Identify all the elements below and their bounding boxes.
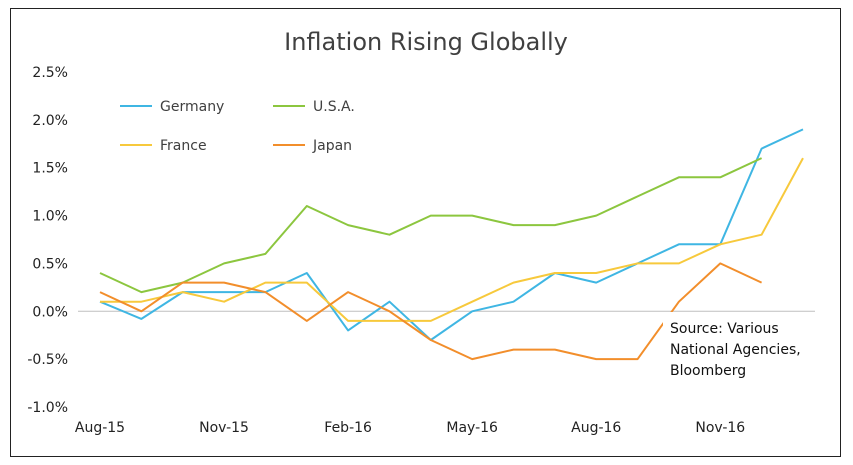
y-tick-label: 0.5% (32, 256, 68, 272)
legend-label: Germany (160, 99, 224, 115)
legend-label: Japan (312, 138, 352, 154)
x-tick-label: Nov-15 (199, 420, 249, 436)
x-tick-label: Aug-16 (571, 420, 621, 436)
annotation-background (663, 312, 813, 384)
x-tick-label: Feb-16 (324, 420, 372, 436)
x-tick-label: Nov-16 (695, 420, 745, 436)
series-line-germany (99, 128, 804, 341)
chart-title: Inflation Rising Globally (284, 28, 568, 56)
series-lines (99, 128, 804, 361)
legend-label: U.S.A. (313, 99, 355, 115)
series-line-france (100, 157, 804, 322)
source-note-line-2: National Agencies, (670, 342, 801, 358)
y-tick-label: 1.0% (32, 209, 68, 225)
legend: Germany U.S.A. France Japan (120, 99, 355, 154)
x-tick-label: Aug-15 (75, 420, 125, 436)
series-line-u-s-a (99, 157, 763, 294)
legend-label: France (160, 138, 207, 154)
y-tick-label: 1.5% (32, 161, 68, 177)
y-tick-label: 2.5% (32, 65, 68, 81)
x-tick-label: May-16 (446, 420, 498, 436)
series-line-japan (99, 262, 763, 361)
source-note-line-1: Source: Various (670, 321, 779, 337)
y-tick-label: -1.0% (27, 400, 68, 416)
x-axis-labels: Aug-15 Nov-15 Feb-16 May-16 Aug-16 Nov-16 (75, 420, 745, 436)
y-tick-label: 2.0% (32, 113, 68, 129)
y-tick-label: -0.5% (27, 352, 68, 368)
source-note-line-3: Bloomberg (670, 363, 746, 379)
y-tick-label: 0.0% (32, 304, 68, 320)
y-axis-labels: 2.5% 2.0% 1.5% 1.0% 0.5% 0.0% -0.5% -1.0% (27, 65, 68, 416)
